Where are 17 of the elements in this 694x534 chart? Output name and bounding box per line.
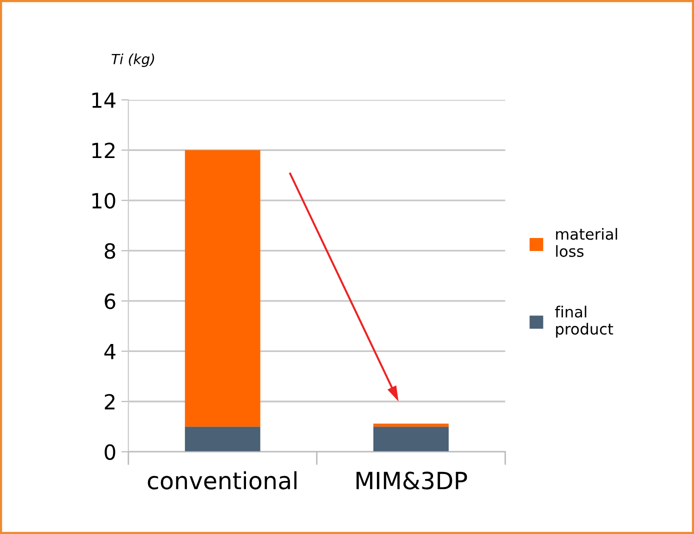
- y-tick-label: 8: [104, 243, 116, 259]
- y-tick-label: 6: [104, 293, 116, 310]
- y-tick-label: 14: [92, 92, 116, 108]
- y-axis-title: Ti (kg): [112, 54, 154, 67]
- x-tick-label: conventional: [148, 471, 296, 490]
- y-tick-label: 12: [92, 142, 114, 158]
- y-tick-label: 2: [104, 394, 114, 410]
- legend-label: final product: [555, 306, 614, 338]
- y-tick-label: 4: [104, 344, 116, 360]
- y-tick-label: 10: [92, 192, 116, 209]
- bar: [184, 150, 260, 427]
- bar: [373, 426, 449, 452]
- x-tick-label: MIM&3DP: [356, 472, 467, 490]
- bar: [373, 424, 449, 427]
- legend-label: material loss: [556, 228, 618, 257]
- bar: [184, 426, 260, 452]
- y-tick-label: 0: [104, 444, 116, 460]
